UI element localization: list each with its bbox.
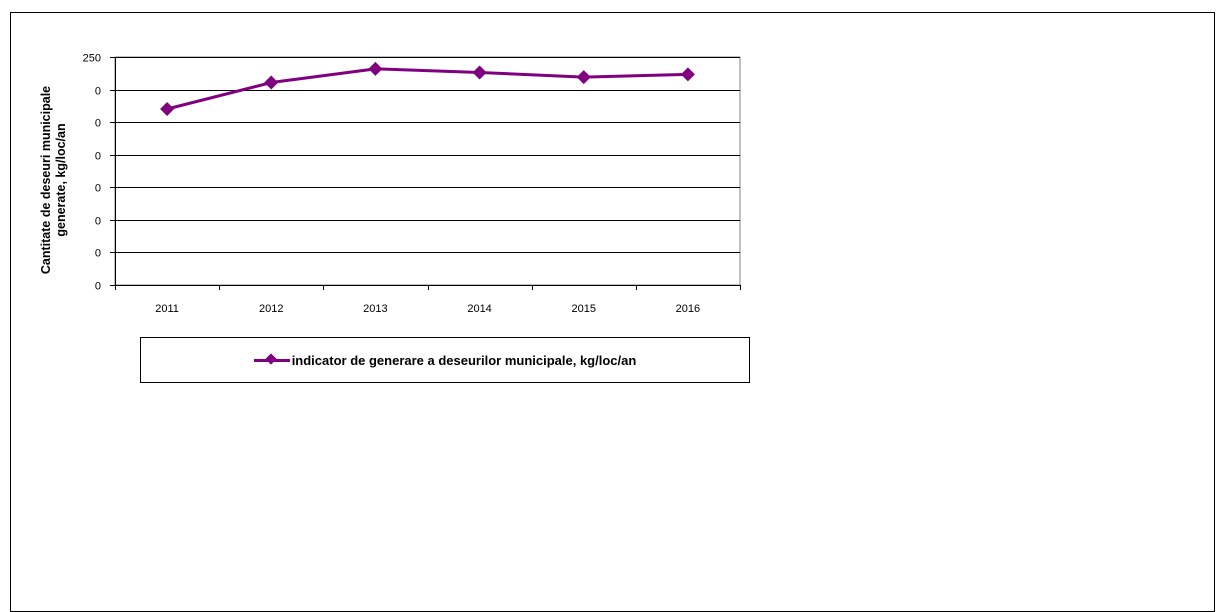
legend-series-label: indicator de generare a deseurilor munic…: [291, 352, 637, 368]
data-point: [680, 67, 695, 82]
y-tick-label: 0: [95, 281, 101, 293]
legend: indicator de generare a deseurilor munic…: [140, 337, 750, 383]
y-tick-label: 0: [95, 118, 101, 130]
y-tick-label: 0: [95, 86, 101, 98]
legend-series-marker: [253, 354, 290, 366]
data-point: [160, 101, 175, 116]
x-tick-label: 2013: [363, 303, 387, 315]
plot-area: [114, 56, 741, 286]
x-tick-label: 2016: [676, 303, 700, 315]
x-tick-label: 2014: [467, 303, 491, 315]
y-tick-label: 0: [95, 248, 101, 260]
y-tick-label: 0: [95, 216, 101, 228]
data-point: [472, 65, 487, 80]
y-tick-label: 250: [83, 53, 101, 65]
series-line: [166, 67, 688, 111]
x-tick-label: 2011: [155, 303, 179, 315]
data-point: [368, 61, 383, 76]
data-point: [264, 75, 279, 90]
x-tick-label: 2012: [259, 303, 283, 315]
data-point: [576, 70, 591, 85]
y-tick-label: 0: [95, 183, 101, 195]
x-tick-label: 2015: [572, 303, 596, 315]
y-tick-label: 0: [95, 151, 101, 163]
